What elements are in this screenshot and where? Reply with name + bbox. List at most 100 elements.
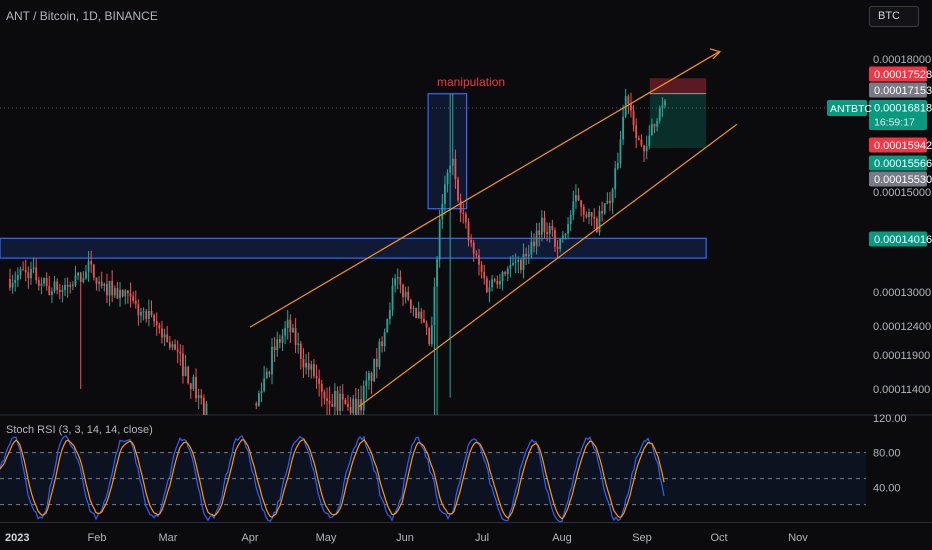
- candle-body: [543, 217, 546, 233]
- candle-body: [74, 275, 77, 286]
- candle-body: [263, 378, 266, 392]
- candle-body: [480, 264, 483, 272]
- candle-body: [436, 259, 438, 287]
- price-label-text: 0.00015942: [874, 140, 932, 152]
- candle-body: [145, 311, 148, 319]
- candle-body: [438, 219, 441, 260]
- candle-body: [428, 327, 431, 345]
- candle-body: [305, 362, 307, 368]
- candle-body: [383, 332, 386, 347]
- candle-body: [189, 383, 192, 389]
- candle-body: [648, 135, 651, 147]
- candle-body: [103, 283, 106, 286]
- candle-body: [512, 262, 514, 265]
- candle-body: [449, 165, 452, 173]
- candle-body: [40, 283, 43, 286]
- candle-body: [176, 349, 179, 352]
- candle-body: [307, 362, 310, 370]
- chart-title: ANT / Bitcoin, 1D, BINANCE: [6, 9, 158, 23]
- candle-body: [121, 289, 124, 297]
- candle-body: [24, 270, 27, 273]
- candle-body: [158, 324, 161, 329]
- candle-body: [315, 375, 318, 379]
- candle-body: [153, 315, 155, 322]
- stoch-d-line: [0, 438, 665, 520]
- candle-body: [632, 110, 635, 126]
- candle-body: [22, 269, 24, 271]
- candle-body: [56, 281, 59, 290]
- candle-body: [396, 276, 399, 279]
- candle-body: [30, 269, 32, 279]
- candle-body: [168, 342, 171, 348]
- candle-body: [323, 391, 326, 399]
- candle-body: [375, 359, 378, 367]
- candle-body: [35, 267, 38, 281]
- candle-body: [446, 172, 449, 185]
- candle-body: [580, 200, 583, 207]
- candle-body: [331, 403, 334, 407]
- channel-arrow-head: [709, 48, 722, 60]
- manipulation-label: manipulation: [437, 75, 505, 89]
- candle-body: [108, 280, 111, 296]
- candle-body: [525, 253, 528, 256]
- candle-body: [132, 296, 135, 301]
- price-label-badge: [869, 231, 927, 247]
- grid-lines: [0, 414, 932, 523]
- candle-body: [444, 184, 446, 204]
- candle-body: [294, 328, 297, 345]
- candle-body: [284, 328, 286, 336]
- candle-body: [140, 312, 142, 316]
- currency-button[interactable]: BTC: [869, 6, 919, 27]
- candle-body: [98, 281, 100, 284]
- candle-body: [402, 284, 404, 298]
- candle-body: [354, 398, 357, 415]
- candle-body: [200, 395, 203, 398]
- candle-body: [485, 278, 488, 292]
- candle-body: [205, 403, 208, 415]
- price-label-badge: [869, 100, 927, 130]
- candle-body: [478, 255, 480, 265]
- price-tick-label: 0.00013000: [873, 287, 931, 299]
- candle-body: [640, 139, 643, 146]
- candle-body: [415, 308, 417, 319]
- candle-body: [278, 339, 281, 343]
- candle-body: [310, 364, 313, 370]
- candle-body: [53, 281, 56, 292]
- candle-body: [441, 203, 444, 220]
- candle-body: [664, 101, 666, 106]
- time-tick-label: Oct: [710, 532, 727, 544]
- candle-body: [192, 376, 195, 389]
- candle-body: [538, 230, 541, 236]
- candle-body: [333, 390, 336, 407]
- candle-body: [202, 397, 205, 415]
- time-tick-label: Jul: [475, 532, 489, 544]
- candle-body: [166, 334, 169, 343]
- candle-body: [286, 319, 289, 329]
- candle-body: [459, 200, 462, 213]
- candle-body: [373, 359, 376, 382]
- price-label-badge: [869, 66, 927, 82]
- candle-body: [134, 300, 137, 304]
- candle-body: [27, 272, 30, 279]
- candle-body: [520, 259, 522, 270]
- candle-body: [425, 322, 428, 328]
- candle-body: [341, 393, 344, 400]
- candle-body: [71, 284, 74, 286]
- candle-body: [182, 353, 184, 376]
- candle-body: [14, 279, 17, 283]
- stoch-rsi-pane: 120.00 80.00 40.00: [0, 413, 907, 523]
- time-axis[interactable]: 2023 Feb Mar Apr May Jun Jul Aug Sep Oct Nov: [5, 532, 808, 544]
- candle-body: [506, 268, 509, 275]
- candle-body: [69, 284, 72, 287]
- candle-body: [627, 96, 630, 104]
- candle-body: [643, 145, 645, 152]
- price-axis[interactable]: 0.00018000 0.00015000 0.00013000 0.00012400…: [827, 54, 932, 396]
- candle-body: [399, 276, 402, 285]
- candle-body: [661, 105, 664, 109]
- candle-body: [302, 358, 305, 368]
- candle-body: [504, 271, 507, 275]
- candle-body: [561, 235, 564, 240]
- candle-body: [598, 211, 601, 233]
- candle-body: [161, 328, 163, 338]
